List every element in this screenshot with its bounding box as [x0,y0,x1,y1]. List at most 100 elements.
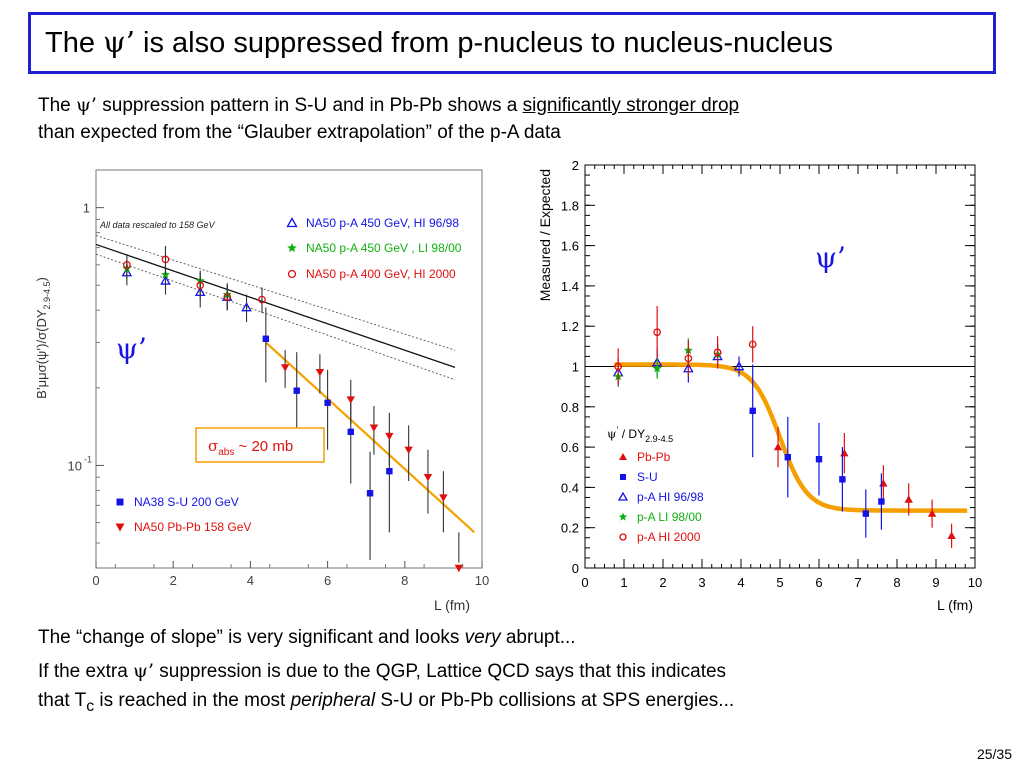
right-x-tick-label: 5 [776,575,783,590]
right-x-tick-label: 8 [893,575,900,590]
right-psi-label: ψ’ [815,241,846,274]
left-x-tick-label: 6 [324,573,331,588]
right-legend-marker [618,512,628,521]
right-x-tick-label: 1 [620,575,627,590]
right-x-axis-label: L (fm) [937,597,973,613]
left-legend-label: NA38 S-U 200 GeV [134,495,239,509]
left-data-point [369,424,379,432]
right-legend-label: p-A LI 98/00 [637,510,702,524]
left-data-point [161,255,170,264]
right-legend-marker [617,491,629,501]
left-data-point [324,399,331,406]
right-data-point [748,340,757,349]
right-legend-label: Pb-Pb [637,450,671,464]
right-y-tick-label: 2 [572,158,579,173]
left-data-point [196,281,205,290]
title-box: The ψ’ is also suppressed from p-nucleus… [28,12,996,74]
bottom-line-3: that Tc is reached in the most periphera… [38,690,735,715]
right-x-tick-label: 7 [854,575,861,590]
left-legend-label: NA50 Pb-Pb 158 GeV [134,520,251,534]
slide-title: The ψ’ is also suppressed from p-nucleus… [45,25,833,59]
bottom-line-1: The “change of slope” is very significan… [38,627,576,648]
left-y-axis-label: B’μμσ(ψ’)/σ(DY2.9-4.5) [34,277,52,399]
right-legend-label: p-A HI 2000 [637,530,701,544]
left-x-tick-label: 4 [247,573,254,588]
intro-line-1: The ψ’ suppression pattern in S-U and in… [38,94,740,116]
left-data-point [258,295,266,304]
right-chart: 0 1 2 3 4 5 6 7 8 9 10 0 0.2 0.4 0.6 0.8 1 1.2 1.4 1.6 1.8 2 L… [530,155,1000,620]
left-data-point [241,301,252,312]
intro-text: The ψ’ suppression pattern in S-U and in… [38,92,998,146]
right-legend-marker [619,453,627,460]
left-data-point [262,335,270,342]
right-y-tick-label: 1.6 [561,239,579,254]
left-data-point [423,474,433,482]
left-data-point [315,368,325,377]
right-x-tick-label: 10 [968,575,982,590]
right-data-point [733,360,745,371]
left-chart: 0 2 4 6 8 10 1 10 -1 L (fm) B’μμσ(ψ’)/σ(DY2.9-4.5)… [30,160,500,620]
left-data-point [404,446,413,454]
right-data-point [684,354,693,363]
left-plot-frame [95,169,483,569]
right-x-tick-label: 0 [581,575,588,590]
right-data-point [713,348,722,357]
left-data-point [347,428,354,436]
left-y-tick-label: 1 [83,201,90,216]
left-legend-marker [287,243,297,252]
right-x-tick-label: 3 [698,575,705,590]
bottom-line-2: If the extra ψ’ suppression is due to th… [38,660,727,682]
left-x-tick-label: 10 [475,573,489,588]
right-y-tick-label: 0.6 [561,440,579,455]
left-y-tick-sup: -1 [84,454,92,464]
right-data-point [815,455,823,463]
left-note: All data rescaled to 158 GeV [99,220,216,230]
right-legend-label: S-U [637,470,658,484]
right-chart-svg: 0 1 2 3 4 5 6 7 8 9 10 0 0.2 0.4 0.6 0.8 1 1.2 1.4 1.6 1.8 2 L… [537,158,982,613]
right-legend-title: ψ’ / DY2.9-4.5 [607,425,673,444]
left-glauber-central-line [95,243,456,369]
left-data-point [386,467,393,475]
left-annotation-text: σabs ~ 20 mb [208,437,293,458]
right-data-point [614,362,623,371]
right-x-tick-label: 6 [815,575,822,590]
left-data-point [366,490,374,497]
left-x-tick-label: 8 [401,573,408,588]
left-psi-label: ψ’ [116,332,147,365]
right-data-point [749,407,756,415]
left-legend-label: NA50 p-A 450 GeV , LI 98/00 [306,241,462,255]
right-y-tick-label: 0 [572,561,579,576]
right-x-tick-label: 9 [932,575,939,590]
left-y-tick-label: 10 [68,458,82,473]
right-data-point [652,363,662,373]
right-y-axis-label: Measured / Expected [537,169,553,301]
left-x-tick-label: 2 [170,573,177,588]
page-number: 25/35 [976,746,1012,762]
right-data-point [904,495,913,503]
right-data-point [878,498,885,505]
left-annotation-box [195,427,325,463]
right-y-tick-label: 1.8 [561,198,579,213]
left-legend-marker [286,217,298,228]
intro-line-2: than expected from the “Glauber extrapol… [38,122,561,143]
right-data-point [927,509,937,517]
left-legend-label: NA50 p-A 400 GeV, HI 2000 [306,267,456,281]
left-legend-marker [116,498,124,506]
right-legend-label: p-A HI 96/98 [637,490,704,504]
left-orange-fit-line [265,341,476,534]
left-glauber-lower-line [95,253,456,381]
left-glauber-upper-line [95,235,456,351]
right-y-tick-label: 1 [572,360,579,375]
left-x-axis-label: L (fm) [434,597,470,613]
right-data-point [653,328,662,337]
right-data-point [862,510,869,517]
right-legend-marker [620,474,626,480]
right-y-tick-label: 0.8 [561,400,579,415]
right-data-point [784,453,791,461]
right-y-tick-label: 1.2 [561,319,579,334]
left-data-point [346,396,355,404]
right-y-tick-label: 1.4 [561,279,579,294]
left-data-point [439,494,448,502]
right-data-point [773,442,783,451]
